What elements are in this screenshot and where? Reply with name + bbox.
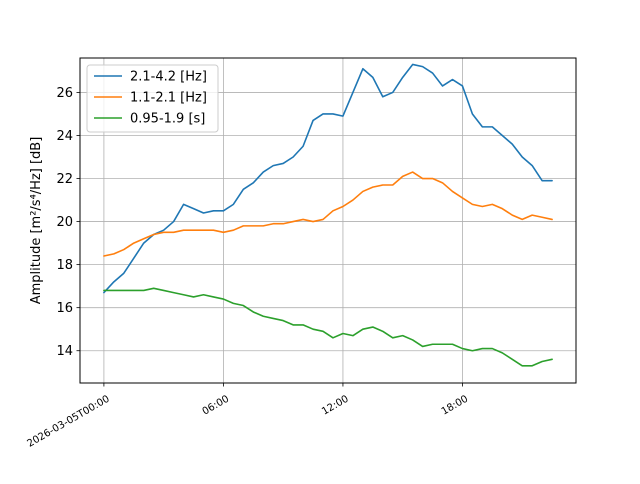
y-tick-label: 16 bbox=[56, 301, 73, 316]
legend-label-1: 2.1-4.2 [Hz] bbox=[130, 70, 207, 85]
series-lines bbox=[103, 63, 553, 367]
legend-label-3: 0.95-1.9 [s] bbox=[130, 112, 205, 127]
y-tick-label: 20 bbox=[56, 215, 73, 230]
y-axis-label-unit: [m²/s⁴/Hz] [dB] bbox=[29, 137, 44, 234]
y-axis-label: Amplitude [m²/s⁴/Hz] [dB] bbox=[29, 137, 44, 305]
plot-area-frame bbox=[79, 57, 577, 384]
legend-label-2: 1.1-2.1 [Hz] bbox=[130, 91, 207, 106]
legend-entries: 2.1-4.2 [Hz] 1.1-2.1 [Hz] 0.95-1.9 [s] bbox=[94, 70, 207, 127]
legend: 2.1-4.2 [Hz] 1.1-2.1 [Hz] 0.95-1.9 [s] bbox=[86, 64, 219, 133]
y-tick-label: 22 bbox=[56, 172, 73, 187]
series-line-2 bbox=[103, 171, 553, 257]
y-tick-label: 24 bbox=[56, 129, 73, 144]
series-line-1 bbox=[103, 63, 553, 294]
grid-lines bbox=[80, 58, 576, 383]
y-tick-label: 18 bbox=[56, 258, 73, 273]
y-tick-label: 14 bbox=[56, 344, 73, 359]
legend-box bbox=[86, 64, 219, 133]
series-line-3 bbox=[103, 287, 553, 367]
y-tick-label: 26 bbox=[56, 86, 73, 101]
y-axis-label-name: Amplitude bbox=[29, 238, 44, 305]
